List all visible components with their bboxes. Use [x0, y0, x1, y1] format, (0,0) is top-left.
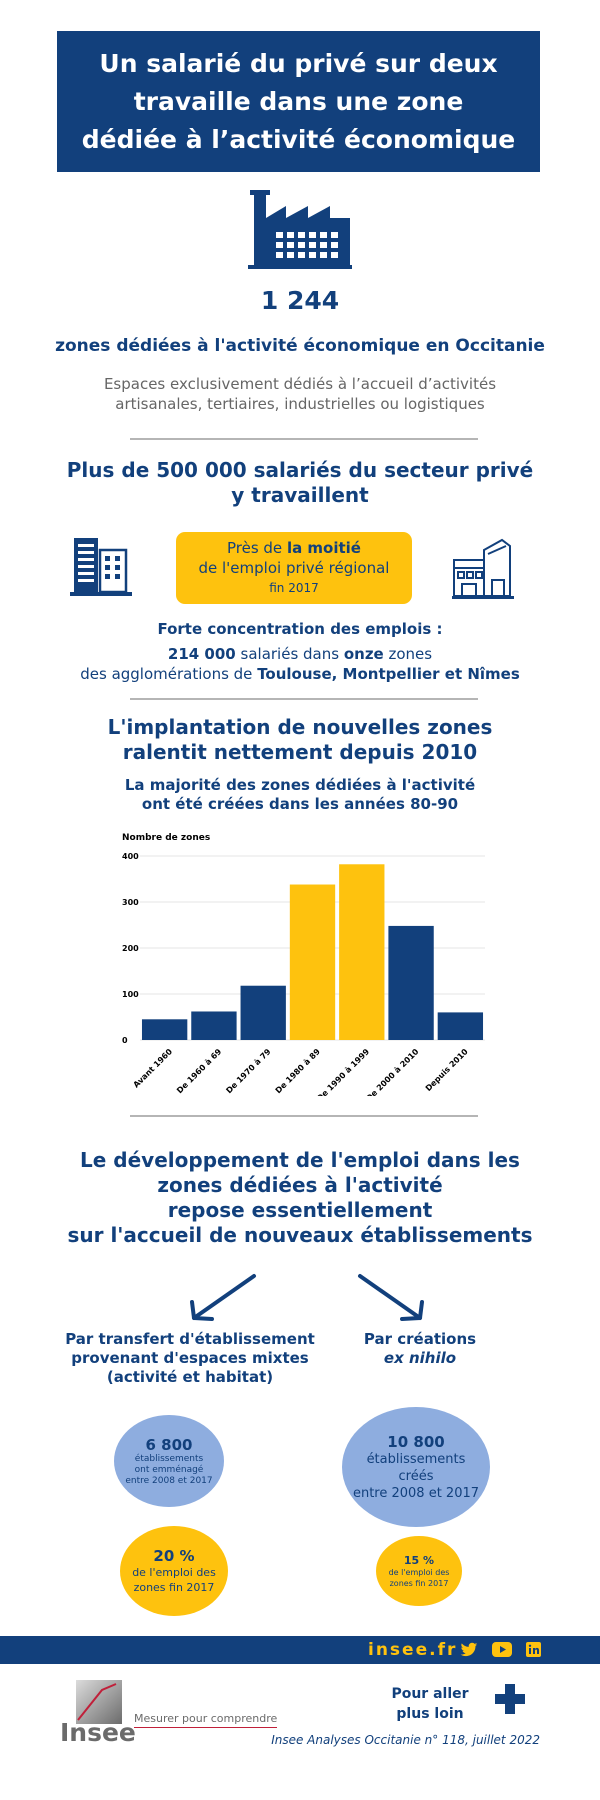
chart-x-tick-label: De 1980 à 89	[274, 1047, 323, 1096]
chart-bar	[191, 1011, 237, 1040]
transfer-line2: provenant d'espaces mixtes	[71, 1349, 309, 1367]
transfer-count: 6 800	[145, 1435, 193, 1454]
more-line2: plus loin	[396, 1706, 464, 1722]
chart-x-tick-label: Avant 1960	[132, 1047, 175, 1090]
header-title-line1: Un salarié du privé sur deux	[99, 48, 498, 78]
zones-bar-chart: Nombre de zones 0 100 200 300 400 Avant 1960…	[122, 833, 485, 1096]
zones-count: 1 244	[260, 286, 340, 315]
dev-title-line3: repose essentiellement	[167, 1198, 433, 1222]
arrow-down-right-icon	[358, 1274, 424, 1321]
twitter-icon[interactable]	[460, 1642, 478, 1658]
transfer-share-circle: 20 % de l'emploi des zones fin 2017	[120, 1526, 228, 1616]
source-reference: Insee Analyses Occitanie n° 118, juillet…	[271, 1733, 540, 1747]
creations-desc2: créés	[398, 1468, 434, 1484]
zones-description: Espaces exclusivement dédiés à l’accueil…	[80, 374, 520, 414]
creations-count: 10 800	[387, 1432, 445, 1451]
chart-x-tick-label: De 1960 à 69	[175, 1047, 224, 1096]
transfer-share: 20 %	[153, 1547, 195, 1565]
developpement-title: Le développement de l'emploi dans les zo…	[50, 1148, 550, 1248]
transfer-desc1: établissements	[134, 1453, 204, 1464]
concentration-line2: 214 000 salariés dans onze zones	[167, 645, 433, 663]
zones-label: zones dédiées à l'activité économique en…	[55, 336, 545, 356]
insee-site-link[interactable]: insee.fr	[368, 1640, 458, 1660]
divider	[130, 1115, 478, 1117]
creations-share-desc1: de l'emploi des	[388, 1567, 450, 1577]
chart-y-axis-label: Nombre de zones	[122, 833, 210, 843]
chart-y-tick-label: 0	[122, 1036, 128, 1045]
transfer-line1: Par transfert d'établissement	[65, 1330, 315, 1348]
chart-x-tick-label: De 1970 à 79	[224, 1047, 273, 1096]
half-box-line1: Près de la moitié	[226, 539, 361, 557]
dev-title-line1: Le développement de l'emploi dans les	[80, 1148, 520, 1172]
commercial-building-icon	[452, 538, 514, 599]
salaries-title-line2: y travaillent	[231, 483, 369, 507]
creations-share-desc2: zones fin 2017	[389, 1578, 449, 1588]
arrow-down-left-icon	[190, 1274, 256, 1321]
transfer-desc2: ont emménagé	[134, 1464, 204, 1475]
chart-bar	[388, 925, 434, 1040]
creations-share-circle: 15 % de l'emploi des zones fin 2017	[376, 1536, 462, 1606]
creations-line2: ex nihilo	[383, 1349, 457, 1367]
chart-x-tick-label: Depuis 2010	[424, 1047, 470, 1093]
creations-count-circle: 10 800 établissements créés entre 2008 e…	[342, 1407, 490, 1527]
half-employment-box: Près de la moitié de l'emploi privé régi…	[176, 532, 412, 604]
plus-icon[interactable]	[494, 1683, 526, 1715]
concentration-title: Forte concentration des emplois :	[157, 620, 443, 638]
dev-title-line2: zones dédiées à l'activité	[157, 1173, 443, 1197]
more-line1: Pour aller	[391, 1686, 469, 1702]
insee-logo-icon	[76, 1680, 122, 1724]
implantation-subtitle: La majorité des zones dédiées à l'activi…	[100, 776, 500, 814]
youtube-icon[interactable]	[492, 1642, 512, 1657]
chart-x-tick-label: De 1990 à 1999	[315, 1047, 371, 1096]
divider	[130, 438, 478, 440]
divider	[130, 698, 478, 700]
implantation-title-line2: ralentit nettement depuis 2010	[122, 740, 478, 764]
header-title-line2: travaille dans une zone	[133, 86, 464, 116]
chart-x-tick-label: De 2000 à 2010	[364, 1047, 420, 1096]
chart-y-tick-label: 100	[122, 990, 139, 999]
half-box-line2: de l'emploi privé régional	[198, 559, 390, 577]
header-title-line3: dédiée à l’activité économique	[81, 124, 516, 154]
implantation-sub-line2: ont été créées dans les années 80-90	[141, 795, 459, 813]
concentration-line3: des agglomérations de Toulouse, Montpell…	[80, 665, 520, 683]
transfer-count-circle: 6 800 établissements ont emménagé entre …	[114, 1415, 224, 1507]
creations-desc1: établissements	[366, 1451, 466, 1467]
transfer-line3: (activité et habitat)	[106, 1368, 274, 1386]
creations-line1: Par créations	[363, 1330, 477, 1348]
linkedin-icon[interactable]	[526, 1642, 541, 1657]
salaries-title-line1: Plus de 500 000 salariés du secteur priv…	[66, 458, 534, 482]
half-box-line3: fin 2017	[269, 581, 319, 595]
zones-desc-line2: artisanales, tertiaires, industrielles o…	[115, 395, 485, 413]
chart-bar	[240, 985, 286, 1040]
implantation-sub-line1: La majorité des zones dédiées à l'activi…	[124, 776, 476, 794]
insee-logo-text: Insee	[60, 1718, 136, 1747]
implantation-title-line1: L'implantation de nouvelles zones	[107, 715, 493, 739]
chart-y-tick-label: 200	[122, 944, 139, 953]
header-banner: Un salarié du privé sur deux travaille d…	[57, 31, 540, 172]
creations-share: 15 %	[403, 1553, 435, 1567]
chart-y-tick-label: 300	[122, 898, 139, 907]
office-building-icon	[70, 538, 132, 596]
zones-desc-line1: Espaces exclusivement dédiés à l’accueil…	[103, 375, 497, 393]
factory-icon	[248, 190, 352, 269]
chart-y-tick-label: 400	[122, 852, 139, 861]
dev-title-line4: sur l'accueil de nouveaux établissements	[67, 1223, 533, 1247]
chart-bar	[437, 1012, 484, 1040]
transfer-label: Par transfert d'établissement provenant …	[60, 1330, 320, 1387]
chart-bar	[141, 1019, 188, 1040]
chart-bar	[289, 884, 336, 1040]
chart-bar	[339, 864, 385, 1040]
transfer-share-desc2: zones fin 2017	[133, 1581, 215, 1594]
salaries-title: Plus de 500 000 salariés du secteur priv…	[50, 458, 550, 508]
transfer-share-desc1: de l'emploi des	[132, 1566, 216, 1579]
more-info-label[interactable]: Pour aller plus loin	[380, 1684, 480, 1724]
creations-label: Par créations ex nihilo	[340, 1330, 500, 1368]
implantation-title: L'implantation de nouvelles zones ralent…	[50, 715, 550, 765]
transfer-desc3: entre 2008 et 2017	[125, 1475, 213, 1486]
creations-desc3: entre 2008 et 2017	[352, 1485, 480, 1501]
insee-tagline: Mesurer pour comprendre	[134, 1712, 278, 1728]
